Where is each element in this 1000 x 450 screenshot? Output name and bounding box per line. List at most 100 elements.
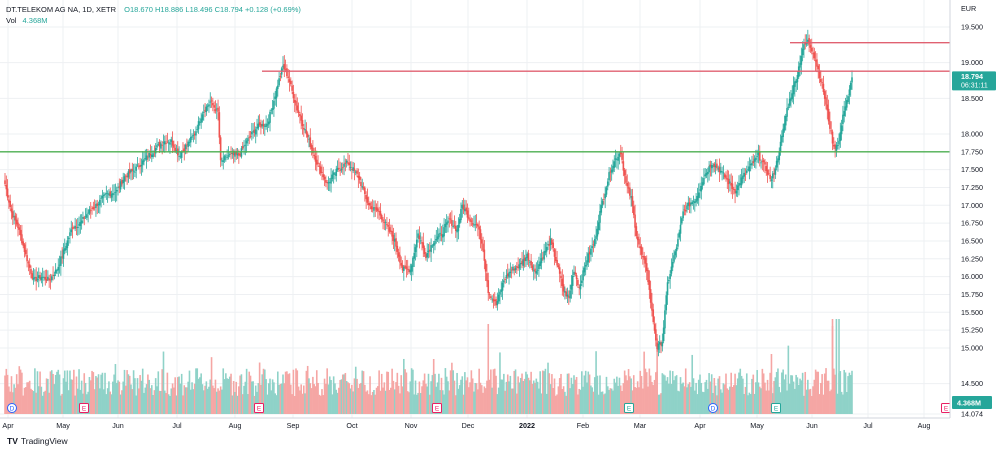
volume-bar [60,395,62,414]
candle-body [740,177,743,186]
candle [32,268,35,285]
time-axis[interactable]: Apr May Jun Jul Aug Sep Oct Nov Dec 2022 Feb Mar Apr… [0,417,950,430]
candle [44,269,47,286]
candle-body [469,218,471,222]
earnings-marker[interactable]: E [432,403,442,413]
candle [690,197,692,214]
candle-body [795,80,797,84]
candle-body [232,150,235,156]
candle-body [839,132,842,142]
candle [768,169,770,176]
candle-body [488,294,491,295]
candle-body [574,272,577,275]
volume-bar [691,354,694,414]
volume-bar [319,395,322,414]
volume-bar [84,382,87,414]
volume-bar [210,357,213,414]
earnings-marker[interactable]: E [771,403,781,413]
volume-bar [278,384,280,414]
volume-bar [671,371,674,414]
candle-body [264,125,266,127]
candle [695,193,697,207]
candle [642,247,644,265]
candle-body [266,124,269,126]
candle-body [97,203,100,206]
candle-body [413,252,416,259]
candle-body [423,247,426,254]
candle [777,155,779,172]
candle-body [755,157,757,160]
candle-body [836,145,839,146]
earnings-marker[interactable]: E [941,403,951,413]
candle-body [445,222,448,225]
volume-bar [721,392,723,414]
volume-bar [206,388,209,414]
price-axis[interactable]: 19.50019.00018.50018.00017.75017.50017.2… [949,0,1000,450]
candle [222,151,225,170]
candle-body [382,219,384,222]
candle-body [636,236,639,241]
candle [544,241,547,256]
volume-bar [736,378,739,414]
volume-bar [279,384,282,414]
volume-bar [308,378,310,414]
candle-body [626,182,629,187]
candle [227,146,230,160]
earnings-marker[interactable]: E [624,403,634,413]
candle [36,271,39,283]
volume-bar [325,383,327,414]
volume-bar [101,372,104,414]
volume-bar [458,385,461,414]
candle [630,189,632,207]
marker-shape [7,403,17,413]
tradingview-logo[interactable]: TV TradingView [7,436,68,446]
volume-bar [643,351,645,414]
volume-bar [431,375,434,414]
volume-bar [28,380,31,414]
volume-bar [762,373,765,414]
volume-bar [753,393,756,414]
candle-body [846,100,848,108]
horizontal-lines[interactable] [0,41,950,153]
candle-body [584,264,587,267]
volume-bar [5,368,8,414]
volume-bar [425,383,427,414]
candle [208,99,210,113]
candle-body [471,223,474,225]
candle-body [523,257,526,262]
volume-bar [604,393,606,414]
volume-bar [49,371,52,414]
candle [279,72,282,82]
volume-bar [657,394,660,414]
symbol-label[interactable]: DT.TELEKOM AG NA, 1D, XETR [6,5,117,14]
dividend-marker[interactable]: D [708,403,718,413]
candle [627,181,630,194]
earnings-marker[interactable]: E [79,403,89,413]
earnings-marker[interactable]: E [254,403,264,413]
candle [43,270,45,281]
candle [740,168,743,189]
volume-bar [575,377,578,414]
candle-body [518,264,521,269]
dividend-marker[interactable]: D [7,403,17,413]
volume-bar [387,371,390,414]
volume-bar [583,375,586,414]
volume-bar [756,370,758,414]
volume-bar [75,376,78,414]
candle-body [456,229,458,233]
candle [444,219,447,233]
volume-bar [289,384,292,414]
volume-bar [830,389,833,414]
candle-body [306,133,309,138]
bar-countdown: 06:31:11 [961,82,988,89]
volume-bar [71,379,74,414]
candle [612,159,614,175]
volume-bar [565,395,568,414]
volume-bar [13,384,15,414]
volume-bar [686,387,688,414]
candle [157,141,160,147]
candle-body [19,229,22,236]
candle-body [474,224,477,226]
